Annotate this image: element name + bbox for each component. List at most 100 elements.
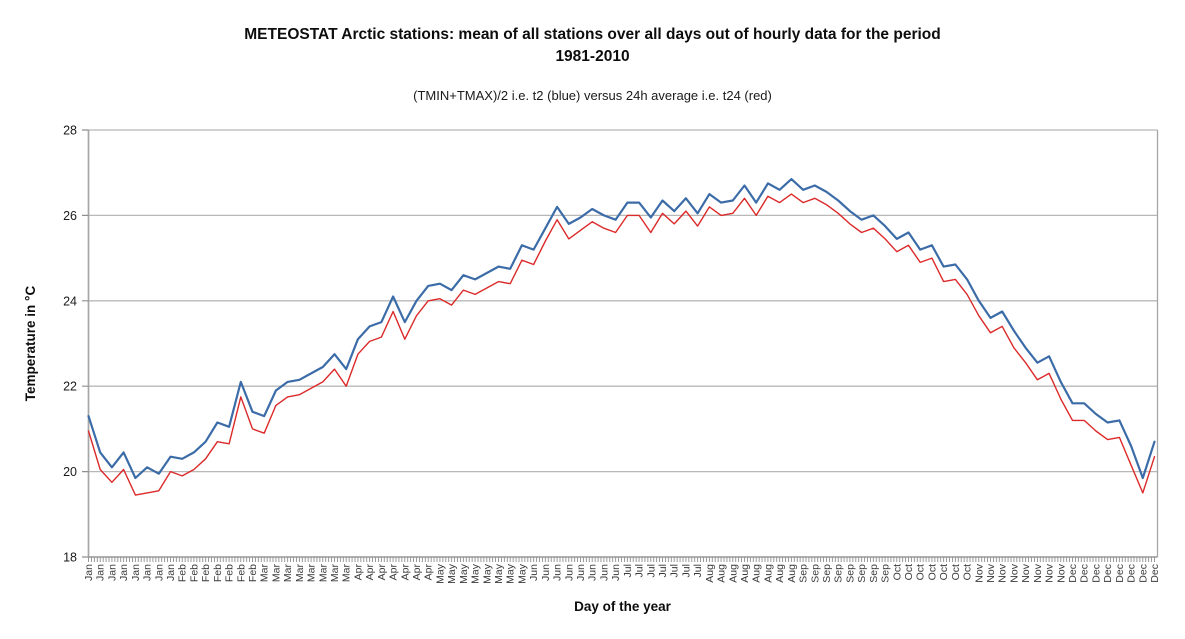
x-tick-label: Jun	[528, 564, 540, 581]
x-tick-label: Oct	[891, 564, 903, 580]
x-tick-label: Jan	[106, 564, 118, 581]
x-tick-label: Feb	[247, 564, 259, 582]
x-tick-label: Nov	[1020, 563, 1032, 582]
x-tick-label: Sep	[833, 564, 845, 583]
x-tick-label: Mar	[259, 564, 271, 583]
chart-title-line2: 1981-2010	[555, 48, 630, 65]
x-tick-label: Oct	[938, 564, 950, 580]
x-tick-label: May	[481, 563, 493, 584]
x-tick-label: Apr	[411, 564, 423, 581]
x-tick-label: Jul	[680, 564, 692, 577]
x-axis-title: Day of the year	[574, 599, 671, 614]
x-tick-label: Oct	[962, 564, 974, 580]
x-tick-label: Jan	[83, 564, 95, 581]
x-tick-label: Dec	[1067, 564, 1079, 583]
chart-title-line1: METEOSTAT Arctic stations: mean of all s…	[244, 26, 941, 43]
x-tick-label: May	[493, 563, 505, 584]
x-tick-label: Apr	[388, 564, 400, 581]
y-tick-label: 22	[63, 380, 77, 394]
x-tick-label: Oct	[903, 564, 915, 580]
x-tick-label: Dec	[1126, 564, 1138, 583]
x-tick-label: Dec	[1149, 564, 1161, 583]
t2-line	[87, 178, 1156, 480]
t24-line	[87, 193, 1156, 496]
x-tick-label: Nov	[997, 563, 1009, 582]
x-axis-ticks	[88, 557, 1155, 562]
x-tick-label: Sep	[880, 564, 892, 583]
x-tick-label: May	[516, 563, 528, 584]
x-tick-label: Jan	[130, 564, 142, 581]
x-tick-label: Mar	[270, 564, 282, 583]
x-tick-label: Jun	[587, 564, 599, 581]
y-axis-ticks	[82, 129, 89, 558]
x-tick-label: Jul	[634, 564, 646, 577]
y-tick-label: 26	[63, 209, 77, 223]
x-tick-label: Jul	[622, 564, 634, 577]
chart-subtitle: (TMIN+TMAX)/2 i.e. t2 (blue) versus 24h …	[413, 88, 772, 103]
x-tick-label: May	[458, 563, 470, 584]
y-tick-label: 24	[63, 294, 77, 308]
x-tick-label: Apr	[423, 564, 435, 581]
x-tick-label: Mar	[306, 564, 318, 583]
x-tick-label: Apr	[352, 564, 364, 581]
x-tick-label: Aug	[704, 564, 716, 583]
x-tick-label: Nov	[985, 563, 997, 582]
x-tick-label: Oct	[950, 564, 962, 580]
x-tick-label: Jun	[610, 564, 622, 581]
x-tick-label: Sep	[868, 564, 880, 583]
x-tick-label: Jul	[669, 564, 681, 577]
x-tick-label: Jul	[657, 564, 669, 577]
x-tick-label: Dec	[1090, 564, 1102, 583]
x-tick-label: Jan	[165, 564, 177, 581]
x-tick-label: Feb	[177, 564, 189, 582]
x-tick-label: Jul	[645, 564, 657, 577]
x-tick-label: Jan	[95, 564, 107, 581]
x-tick-label: Mar	[329, 564, 341, 583]
x-tick-label: Aug	[762, 564, 774, 583]
x-tick-label: Apr	[364, 564, 376, 581]
y-tick-label: 28	[63, 124, 77, 138]
x-tick-label: Dec	[1114, 564, 1126, 583]
x-tick-label: Oct	[926, 564, 938, 580]
x-tick-label: Apr	[399, 564, 411, 581]
x-tick-label: Sep	[821, 564, 833, 583]
x-tick-label: May	[434, 563, 446, 584]
x-tick-label: Jun	[575, 564, 587, 581]
x-tick-label: Mar	[294, 564, 306, 583]
x-tick-label: Nov	[1055, 563, 1067, 582]
x-tick-label: Jan	[142, 564, 154, 581]
x-tick-label: Dec	[1137, 564, 1149, 583]
x-tick-label: Jun	[552, 564, 564, 581]
x-tick-label: Aug	[739, 564, 751, 583]
x-tick-label: Sep	[844, 564, 856, 583]
x-tick-label: Feb	[235, 564, 247, 582]
x-tick-label: Oct	[915, 564, 927, 580]
x-tick-label: Dec	[1102, 564, 1114, 583]
x-tick-label: Jul	[692, 564, 704, 577]
x-tick-label: Feb	[200, 564, 212, 582]
x-tick-label: Aug	[716, 564, 728, 583]
x-tick-label: Nov	[1044, 563, 1056, 582]
x-tick-label: Mar	[282, 564, 294, 583]
y-tick-label: 20	[63, 465, 77, 479]
x-tick-label: May	[446, 563, 458, 584]
x-tick-label: Mar	[317, 564, 329, 583]
x-tick-label: Feb	[188, 564, 200, 582]
x-tick-label: Nov	[1008, 563, 1020, 582]
y-tick-label: 18	[63, 551, 77, 565]
x-tick-label: Dec	[1079, 564, 1091, 583]
x-tick-label: Sep	[798, 564, 810, 583]
x-tick-label: May	[505, 563, 517, 584]
x-tick-label: Apr	[376, 564, 388, 581]
x-tick-label: Aug	[727, 564, 739, 583]
x-tick-label: Aug	[751, 564, 763, 583]
chart-title: METEOSTAT Arctic stations: mean of all s…	[0, 24, 1185, 68]
x-tick-label: Jun	[540, 564, 552, 581]
x-tick-label: Jun	[563, 564, 575, 581]
x-tick-label: Mar	[341, 564, 353, 583]
x-tick-label: Jun	[598, 564, 610, 581]
x-tick-label: Nov	[1032, 563, 1044, 582]
x-tick-label: Aug	[786, 564, 798, 583]
x-tick-label: May	[470, 563, 482, 584]
